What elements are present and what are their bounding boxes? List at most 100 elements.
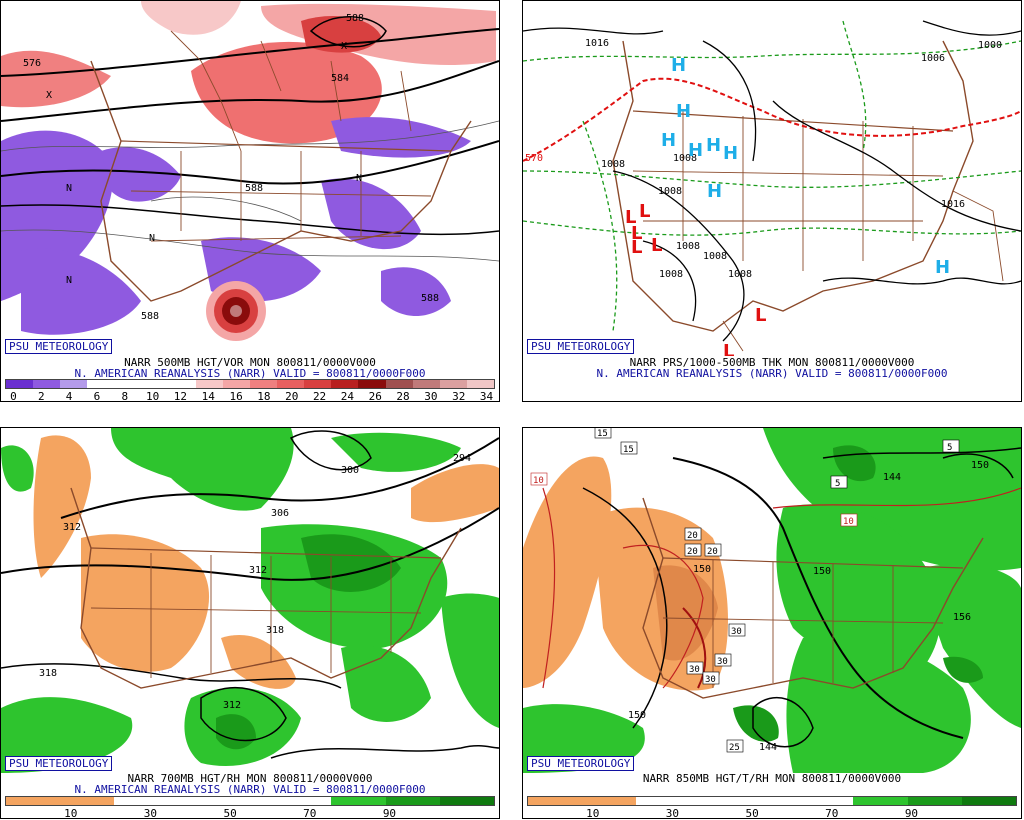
- temperature-labels: 15 15 10 10 20 20 20 30 30 30: [530, 428, 960, 753]
- isobar-label: 1008: [673, 153, 697, 164]
- colorbar-swatch: [439, 380, 467, 388]
- temp-label: 25: [729, 743, 740, 753]
- colorbar-swatch: [222, 380, 250, 388]
- colorbar-tick-label: 8: [121, 390, 129, 403]
- colorbar-swatch: [331, 797, 386, 805]
- high-symbol: H: [723, 143, 738, 164]
- isobar-label: 1008: [703, 251, 727, 262]
- vort-symbol: X: [46, 90, 52, 101]
- high-symbol: H: [688, 140, 703, 161]
- high-symbol: H: [707, 181, 722, 202]
- contour-label: 318: [39, 668, 57, 679]
- colorbar-swatch: [439, 797, 494, 805]
- low-symbol: L: [639, 201, 650, 222]
- contour-label: 312: [223, 700, 241, 711]
- colorbar-tick-label: 14: [201, 390, 215, 403]
- contour-label: 306: [271, 508, 289, 519]
- psu-meteorology-badge: PSU METEOROLOGY: [5, 756, 113, 771]
- panel-500mb: 576 588 584 588 588 588 X X N N N N PSU …: [0, 0, 500, 403]
- colorbar-tick-label: 10: [64, 807, 78, 820]
- colorbar-swatch: [466, 380, 494, 388]
- panel-title: NARR 850MB HGT/T/RH MON 800811/0000V000: [642, 772, 902, 785]
- temp-label: 5: [835, 479, 840, 489]
- thickness-label: 570: [525, 153, 543, 164]
- contour-label: 588: [141, 311, 159, 322]
- colorbar-swatch: [636, 797, 691, 805]
- colorbar-swatch: [277, 797, 332, 805]
- colorbar-tick-label: 90: [382, 807, 397, 820]
- colorbar-swatch: [87, 380, 115, 388]
- panel-700mb: 312 300 294 306 312 318 318 312 PSU METE…: [0, 427, 500, 820]
- colorbar-swatch: [33, 380, 61, 388]
- colorbar-swatch: [222, 797, 278, 805]
- colorbar-swatch: [141, 380, 169, 388]
- colorbar-swatch: [277, 380, 305, 388]
- colorbar-tick-label: 32: [452, 390, 466, 403]
- contour-label: 144: [883, 472, 901, 483]
- low-symbol: L: [625, 207, 636, 228]
- low-symbol: L: [631, 223, 642, 244]
- colorbar-tick-label: 70: [303, 807, 317, 820]
- high-symbol: H: [676, 101, 691, 122]
- contour-label: 312: [249, 565, 267, 576]
- map-500mb: 576 588 584 588 588 588 X X N N N N: [1, 1, 499, 356]
- colorbar-ticks: 10 30 50 70 90: [1, 807, 499, 820]
- colorbar-swatch: [6, 797, 61, 805]
- map-pressure: 1016 1008 1008 1008 1008 1008 1008 1008 …: [523, 1, 1021, 356]
- colorbar-swatch: [799, 797, 854, 805]
- psu-meteorology-badge: PSU METEOROLOGY: [527, 756, 635, 771]
- isobar-label: 1008: [601, 159, 625, 170]
- colorbar-swatch: [249, 380, 278, 388]
- colorbar-swatch: [168, 797, 223, 805]
- isobar-label: 1006: [921, 53, 945, 64]
- contour-label: 312: [63, 522, 81, 533]
- temp-label: 20: [687, 531, 698, 541]
- isobar-label: 1016: [941, 199, 965, 210]
- high-symbol: H: [671, 55, 686, 76]
- temp-label: 5: [947, 443, 952, 453]
- temp-label: 30: [705, 675, 716, 685]
- colorbar-ticks: 0 2 4 6 8 10 12 14 16 18 20 22 24 26 28 30 32 34: [1, 390, 499, 403]
- colorbar-tick-label: 6: [93, 390, 101, 403]
- colorbar-swatch: [582, 797, 637, 805]
- low-symbol: L: [723, 341, 734, 356]
- colorbar-tick-label: 34: [479, 390, 494, 403]
- colorbar-tick-label: 24: [340, 390, 355, 403]
- colorbar-tick-label: 2: [37, 390, 45, 403]
- map-850mb: 150 150 144 156 144 150 150 15 15 10 10 …: [523, 428, 1021, 773]
- panel-title: NARR 700MB HGT/RH MON 800811/0000V000: [127, 772, 373, 785]
- vort-symbol: N: [66, 275, 72, 286]
- temp-label: 30: [689, 665, 700, 675]
- contour-label: 576: [23, 58, 41, 69]
- low-symbol: L: [651, 235, 662, 256]
- colorbar-swatch: [907, 797, 962, 805]
- temp-label: 20: [707, 547, 718, 557]
- colorbar-swatch: [528, 797, 583, 805]
- colorbar-swatch: [304, 380, 332, 388]
- colorbar-swatch: [6, 380, 34, 388]
- colorbar-swatch: [385, 380, 413, 388]
- contour-label: 318: [266, 625, 284, 636]
- isobar-label: 1016: [585, 38, 609, 49]
- contour-label: 150: [813, 566, 831, 577]
- colorbar-tick-label: 70: [825, 807, 839, 820]
- contour-label: 584: [331, 73, 349, 84]
- colorbar-tick-label: 10: [586, 807, 600, 820]
- vort-symbol: N: [66, 183, 72, 194]
- colorbar-swatch: [358, 380, 386, 388]
- colorbar-swatch: [385, 797, 440, 805]
- colorbar-tick-label: 16: [229, 390, 243, 403]
- colorbar-tick-label: 18: [257, 390, 271, 403]
- colorbar-swatch: [412, 380, 440, 388]
- contour-label: 150: [628, 710, 646, 721]
- contour-label: 156: [953, 612, 971, 623]
- colorbar-tick-label: 50: [745, 807, 759, 820]
- colorbar: [527, 796, 1017, 806]
- isobar-label: 1008: [659, 269, 683, 280]
- colorbar-swatch: [168, 380, 196, 388]
- isobar-label: 1008: [676, 241, 700, 252]
- colorbar: [5, 379, 495, 389]
- temp-label: 15: [597, 429, 608, 439]
- high-symbol: H: [935, 257, 950, 278]
- contour-label: 588: [245, 183, 263, 194]
